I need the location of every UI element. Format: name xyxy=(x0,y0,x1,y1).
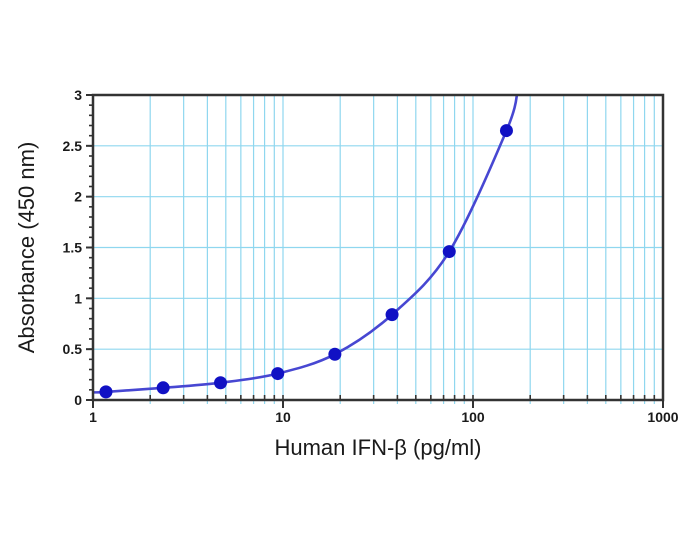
data-point xyxy=(442,245,456,259)
y-tick-label: 2.5 xyxy=(63,138,83,154)
y-tick-label: 0.5 xyxy=(63,341,83,357)
plot-frame xyxy=(91,93,665,402)
y-axis-title: Absorbance (450 nm) xyxy=(14,142,39,354)
data-point xyxy=(99,385,113,399)
x-axis-title: Human IFN-β (pg/ml) xyxy=(274,435,481,460)
y-tick-label: 3 xyxy=(74,87,82,103)
y-tick-label: 0 xyxy=(74,392,82,408)
x-tick-label: 1 xyxy=(89,409,97,425)
data-point xyxy=(156,381,170,395)
x-tick-label: 100 xyxy=(461,409,485,425)
x-tick-label: 1000 xyxy=(647,409,678,425)
y-tick-label: 2 xyxy=(74,189,82,205)
y-tick-label: 1 xyxy=(74,290,82,306)
data-point xyxy=(271,367,285,381)
data-point xyxy=(499,124,513,138)
data-point xyxy=(214,376,228,390)
data-point xyxy=(385,308,399,322)
data-point xyxy=(328,347,342,361)
y-tick-label: 1.5 xyxy=(63,240,83,256)
x-tick-label: 10 xyxy=(275,409,291,425)
